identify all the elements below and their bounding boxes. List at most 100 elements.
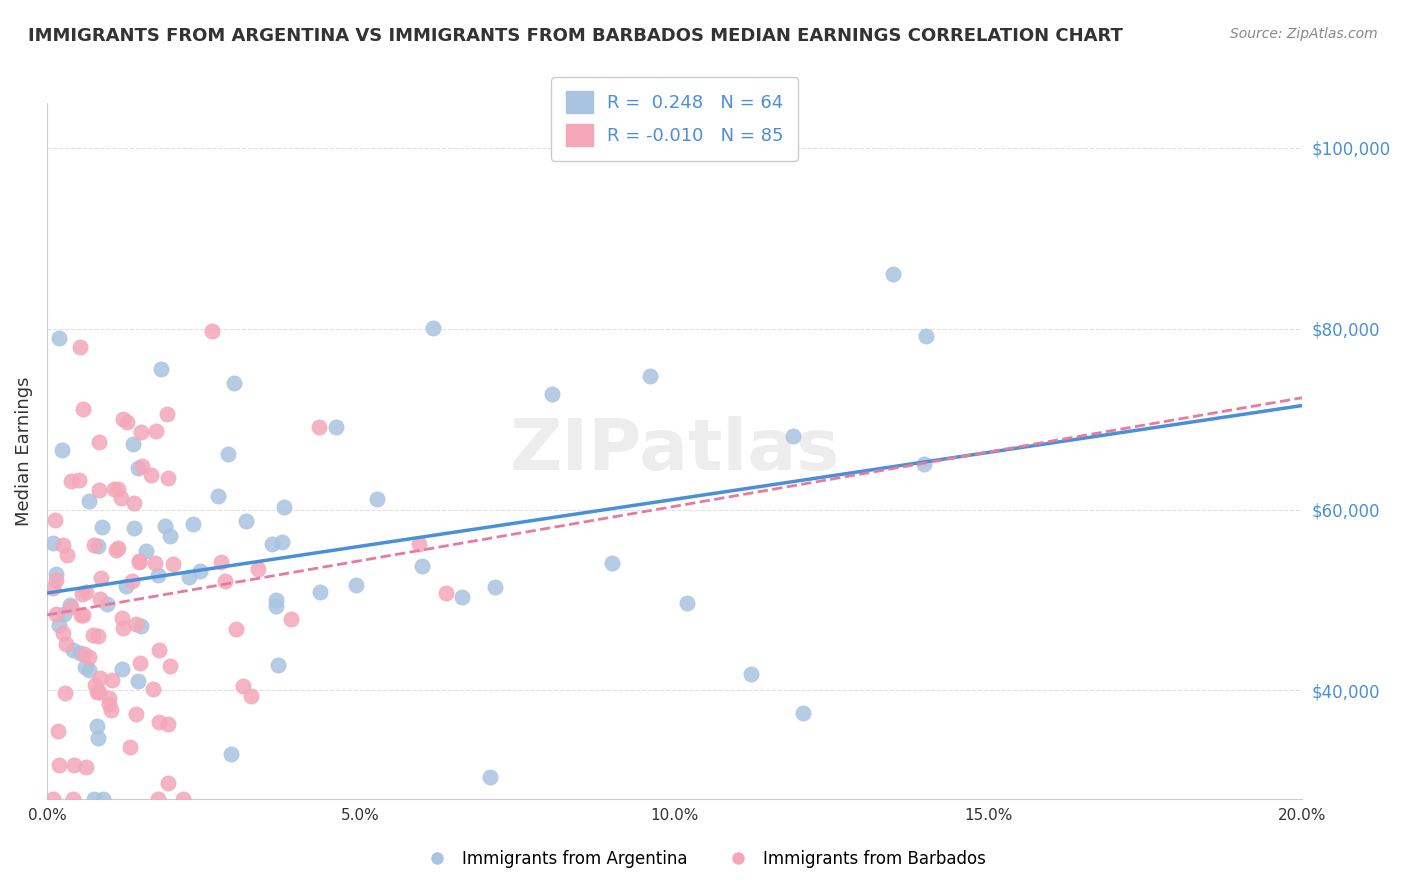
Point [115, 579, 138, 593]
Point [87, 731, 110, 745]
Point [67, 473, 90, 487]
Point [72, 607, 94, 622]
Point [73, 660, 96, 674]
Point [48, 724, 70, 739]
Point [98, 697, 121, 711]
Point [86, 629, 108, 643]
Point [325, 419, 347, 434]
Point [740, 667, 762, 681]
Point [89, 483, 111, 497]
Text: IMMIGRANTS FROM ARGENTINA VS IMMIGRANTS FROM BARBADOS MEDIAN EARNINGS CORRELATIO: IMMIGRANTS FROM ARGENTINA VS IMMIGRANTS … [28, 27, 1123, 45]
Text: ZIPatlas: ZIPatlas [509, 417, 839, 485]
Point [60, 599, 83, 614]
Point [90, 520, 112, 534]
Point [273, 500, 295, 514]
Point [484, 581, 506, 595]
Point [150, 362, 173, 376]
Point [209, 555, 232, 569]
Point [135, 543, 157, 558]
Point [162, 558, 184, 572]
Point [48, 758, 70, 772]
Point [131, 458, 153, 473]
Point [127, 673, 149, 688]
Point [118, 739, 141, 754]
Point [882, 268, 904, 282]
Point [782, 428, 804, 442]
Point [239, 689, 262, 703]
Point [232, 679, 254, 693]
Point [45, 607, 67, 622]
Point [121, 574, 143, 588]
Point [60, 475, 83, 489]
Point [42, 581, 65, 595]
Point [89, 671, 111, 685]
Point [450, 591, 472, 605]
Point [104, 543, 127, 558]
Point [308, 585, 330, 599]
Point [143, 556, 166, 570]
Point [600, 557, 623, 571]
Point [219, 747, 242, 761]
Point [207, 489, 229, 503]
Point [86, 684, 108, 698]
Text: Source: ZipAtlas.com: Source: ZipAtlas.com [1230, 27, 1378, 41]
Point [125, 616, 148, 631]
Point [155, 408, 177, 422]
Point [156, 471, 179, 485]
Point [280, 612, 302, 626]
Point [111, 611, 134, 625]
Point [122, 521, 145, 535]
Point [128, 657, 150, 671]
Point [51, 443, 73, 458]
Point [42, 536, 65, 550]
Point [87, 539, 110, 553]
Point [188, 564, 211, 578]
Point [51, 625, 73, 640]
Point [156, 716, 179, 731]
Point [122, 436, 145, 450]
Point [77, 649, 100, 664]
Point [411, 558, 433, 573]
Point [128, 555, 150, 569]
Point [100, 703, 122, 717]
Point [45, 566, 67, 581]
Point [70, 607, 93, 622]
Point [97, 690, 120, 705]
Point [366, 491, 388, 506]
Point [82, 628, 104, 642]
Point [235, 514, 257, 528]
Point [638, 368, 661, 383]
Point [159, 659, 181, 673]
Point [72, 401, 94, 416]
Legend: Immigrants from Argentina, Immigrants from Barbados: Immigrants from Argentina, Immigrants fr… [413, 844, 993, 875]
Point [115, 416, 138, 430]
Point [69, 340, 91, 354]
Point [83, 678, 105, 692]
Point [129, 619, 152, 633]
Point [107, 541, 129, 556]
Point [139, 467, 162, 482]
Point [172, 791, 194, 805]
Point [125, 707, 148, 722]
Point [52, 607, 75, 621]
Point [62, 791, 84, 805]
Point [915, 328, 938, 343]
Point [107, 483, 129, 497]
Point [45, 573, 67, 587]
Point [177, 570, 200, 584]
Point [225, 623, 247, 637]
Point [308, 420, 330, 434]
Point [434, 585, 457, 599]
Point [75, 585, 97, 599]
Point [48, 618, 70, 632]
Point [72, 647, 94, 661]
Point [70, 587, 93, 601]
Point [86, 719, 108, 733]
Point [110, 491, 132, 506]
Point [270, 535, 292, 549]
Point [56, 548, 79, 562]
Point [422, 320, 444, 334]
Point [55, 637, 77, 651]
Point [112, 411, 135, 425]
Point [89, 591, 111, 606]
